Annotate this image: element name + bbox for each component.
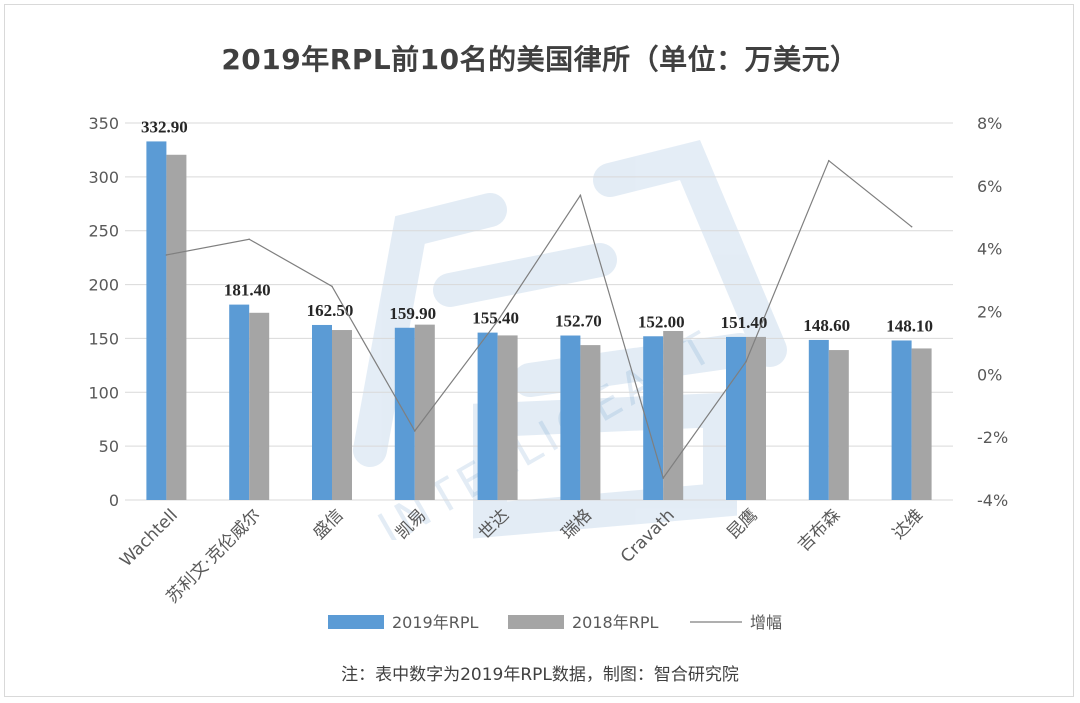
data-label-2019: 151.40 xyxy=(721,313,768,332)
legend-label-2018: 2018年RPL xyxy=(572,613,658,632)
data-label-2019: 148.10 xyxy=(886,316,933,335)
bar-2019-rpl xyxy=(229,304,250,500)
bar-2019-rpl xyxy=(808,339,829,500)
x-tick-label: 瑞格 xyxy=(558,505,596,543)
bar-2018-rpl xyxy=(249,312,270,500)
data-label-2019: 152.70 xyxy=(555,312,602,331)
bar-2019-rpl xyxy=(312,324,332,500)
growth-line xyxy=(166,159,912,480)
growth-point xyxy=(828,159,830,162)
growth-point xyxy=(165,254,168,256)
bar-2019-rpl xyxy=(146,141,167,501)
x-tick-label: Wachtell xyxy=(116,505,182,571)
bar-2018-rpl xyxy=(414,324,435,500)
legend-label-growth: 增幅 xyxy=(750,613,782,632)
y-right-tick-label: 0% xyxy=(977,365,1002,384)
y-left-tick-label: 50 xyxy=(99,437,119,456)
bar-2018-rpl xyxy=(746,336,766,500)
y-right-tick-label: -2% xyxy=(977,428,1008,447)
bar-2018-rpl xyxy=(166,154,187,501)
y-right-tick-label: 4% xyxy=(977,240,1002,259)
y-left-tick-label: 300 xyxy=(88,168,119,187)
y-right-tick-label: -4% xyxy=(977,491,1008,510)
y-right-tick-label: 2% xyxy=(977,303,1002,322)
growth-point xyxy=(745,360,747,363)
legend-swatch-2019 xyxy=(328,615,384,629)
legend-swatch-2018 xyxy=(508,615,564,629)
growth-point xyxy=(496,320,499,322)
data-label-2019: 159.90 xyxy=(389,304,436,323)
growth-point xyxy=(662,477,664,479)
chart-footnote: 注：表中数字为2019年RPL数据，制图：智合研究院 xyxy=(341,665,739,685)
chart-title: 2019年RPL前10名的美国律所（单位：万美元） xyxy=(221,43,859,76)
data-label-2019: 332.90 xyxy=(141,117,188,136)
bar-2019-rpl xyxy=(891,340,912,500)
bar-2018-rpl xyxy=(580,345,601,500)
bar-2019-rpl xyxy=(477,332,498,500)
y-left-tick-label: 100 xyxy=(88,383,119,402)
growth-point xyxy=(248,238,250,241)
bar-2019-rpl xyxy=(726,336,746,500)
y-left-tick-label: 250 xyxy=(88,222,119,241)
bar-2018-rpl xyxy=(332,330,352,500)
data-label-2019: 155.40 xyxy=(472,309,519,328)
x-tick-label: 凯易 xyxy=(392,505,430,543)
x-tick-label: 盛信 xyxy=(309,505,347,543)
x-tick-label: 达维 xyxy=(889,505,927,543)
y-right-tick-label: 8% xyxy=(977,114,1002,133)
y-right-tick-label: 6% xyxy=(977,177,1002,196)
data-label-2019: 181.40 xyxy=(224,281,271,300)
x-tick-label: 世达 xyxy=(475,505,513,543)
legend-label-2019: 2019年RPL xyxy=(392,613,478,632)
bar-2018-rpl xyxy=(911,348,932,500)
data-label-2019: 152.00 xyxy=(638,312,685,331)
bar-2018-rpl xyxy=(497,335,518,500)
y-left-tick-label: 200 xyxy=(88,276,119,295)
x-tick-label: Cravath xyxy=(617,505,679,567)
y-left-tick-label: 150 xyxy=(88,329,119,348)
y-left-tick-label: 350 xyxy=(88,114,119,133)
x-tick-label: 吉布森 xyxy=(794,505,844,555)
bar-2018-rpl xyxy=(828,350,849,500)
growth-point xyxy=(579,194,582,197)
growth-point xyxy=(910,225,913,228)
x-tick-label: 昆鹰 xyxy=(723,505,761,543)
data-label-2019: 148.60 xyxy=(803,316,850,335)
y-left-tick-label: 0 xyxy=(109,491,119,510)
growth-point xyxy=(331,285,333,288)
data-label-2019: 162.50 xyxy=(307,301,354,320)
growth-point xyxy=(414,430,416,432)
bar-2019-rpl xyxy=(560,335,581,500)
